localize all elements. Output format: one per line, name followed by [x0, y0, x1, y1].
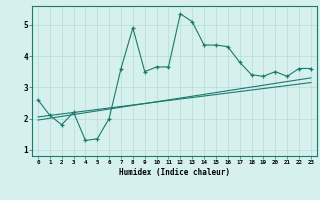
X-axis label: Humidex (Indice chaleur): Humidex (Indice chaleur) — [119, 168, 230, 177]
